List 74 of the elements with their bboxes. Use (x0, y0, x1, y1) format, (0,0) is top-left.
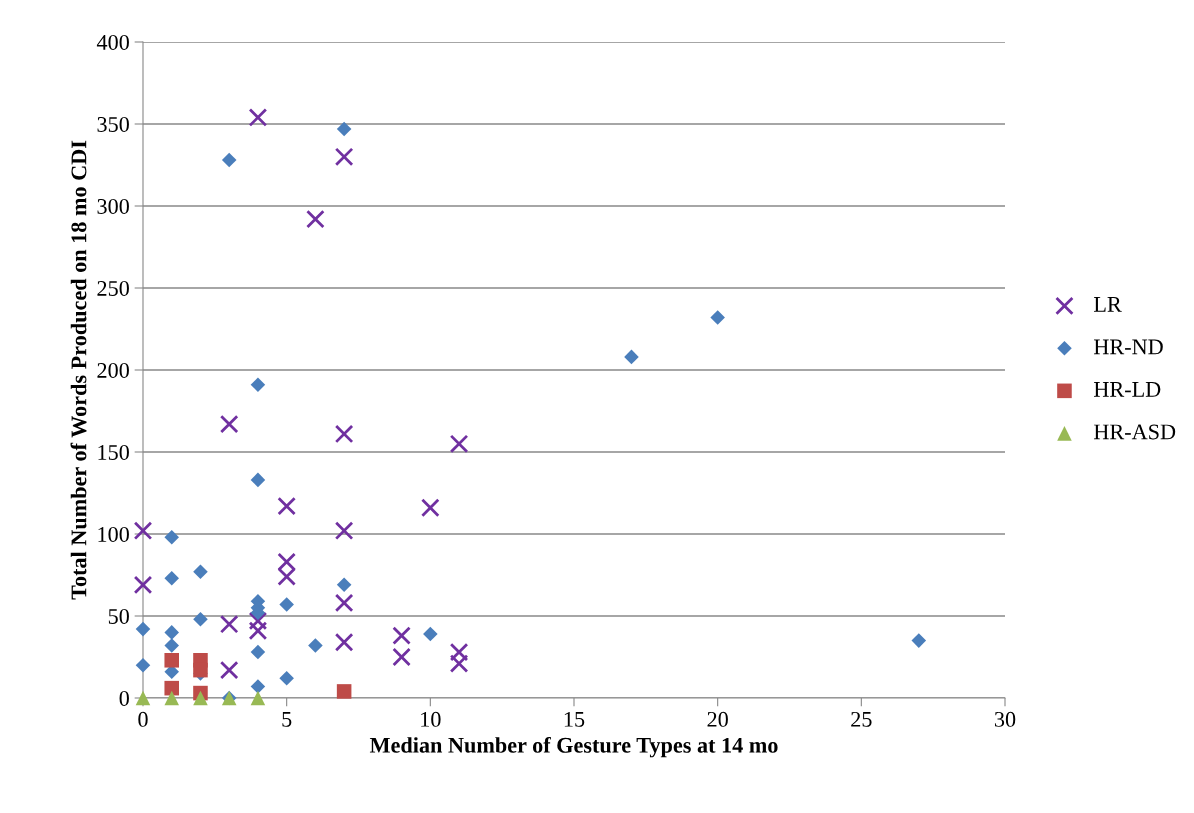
point (164, 571, 180, 586)
x-tick-label: 15 (564, 711, 585, 727)
point (133, 575, 153, 595)
point (279, 671, 294, 686)
point (277, 567, 296, 586)
point (336, 577, 352, 593)
x-tick-label: 20 (707, 711, 728, 727)
point (219, 660, 239, 680)
point (421, 498, 440, 518)
point (392, 626, 411, 645)
point (250, 690, 266, 706)
point (250, 377, 266, 393)
point (193, 690, 208, 706)
point (392, 647, 411, 667)
point (164, 638, 180, 653)
point (164, 530, 180, 545)
point (449, 654, 469, 673)
x-tick-label: 10 (421, 711, 441, 727)
point (221, 152, 237, 168)
point (334, 593, 354, 613)
x-tick-label: 30 (994, 711, 1016, 727)
point (449, 642, 469, 662)
point (423, 626, 438, 642)
point (248, 108, 268, 127)
legend-label: LR (1093, 297, 1122, 312)
point (250, 644, 266, 660)
x-axis-title: Median Number of Gesture Types at 14 mo (369, 736, 778, 758)
point (248, 611, 268, 631)
point (250, 679, 266, 694)
x-tick-label: 0 (138, 711, 148, 727)
point (334, 424, 354, 444)
point (334, 632, 354, 652)
y-tick-label: 100 (98, 526, 129, 542)
point (164, 680, 180, 696)
point (193, 564, 208, 579)
point (334, 147, 354, 167)
point (133, 521, 153, 541)
y-tick-label: 200 (97, 362, 129, 378)
point (164, 625, 180, 640)
y-tick-label: 50 (108, 608, 129, 624)
point (334, 521, 354, 541)
point (306, 209, 325, 229)
point (279, 597, 294, 612)
y-tick-label: 0 (119, 690, 129, 706)
point (710, 310, 725, 325)
point (624, 349, 639, 365)
point (164, 653, 180, 668)
point (308, 638, 323, 653)
point (250, 472, 266, 488)
point (219, 614, 239, 634)
legend-label: HR-LD (1093, 382, 1161, 397)
x-tick-label: 25 (851, 711, 872, 727)
y-tick-label: 150 (98, 444, 129, 460)
point (193, 662, 208, 678)
legend-label: HR-ASD (1093, 424, 1176, 440)
point (219, 414, 239, 434)
y-axis-title: Total Number of Words Produced on 18 mo CDI (70, 140, 87, 600)
point (193, 612, 208, 627)
y-tick-label: 400 (96, 34, 129, 50)
point (277, 496, 296, 516)
point (911, 633, 927, 648)
y-tick-label: 250 (97, 280, 129, 296)
point (164, 690, 180, 706)
y-tick-label: 300 (97, 198, 129, 214)
point (449, 434, 469, 454)
y-tick-label: 350 (97, 116, 129, 132)
point (336, 684, 352, 699)
point (135, 657, 151, 673)
point (135, 621, 151, 637)
point (336, 121, 352, 137)
point (277, 552, 296, 572)
x-tick-label: 5 (282, 712, 292, 727)
legend-label: HR-ND (1093, 339, 1163, 355)
point (248, 621, 268, 641)
